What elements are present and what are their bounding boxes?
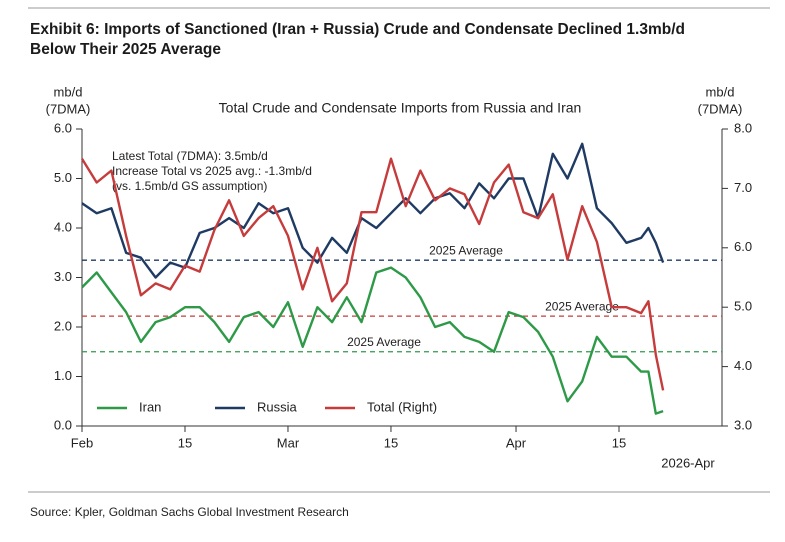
- y-tick-label: 5.0: [54, 170, 72, 185]
- legend-label: Russia: [257, 399, 298, 414]
- annotation: Latest Total (7DMA): 3.5mb/d: [112, 149, 268, 163]
- annotation: (vs. 1.5mb/d GS assumption): [112, 179, 267, 193]
- y2-tick-label: 4.0: [734, 358, 752, 373]
- y-tick-label: 1.0: [54, 368, 72, 383]
- x-tick-label: Mar: [277, 435, 300, 450]
- y2-axis-label: (7DMA): [698, 101, 743, 116]
- annotation: Increase Total vs 2025 avg.: -1.3mb/d: [112, 164, 312, 178]
- x-tick-label: 15: [178, 435, 192, 450]
- chart-title-line: Below Their 2025 Average: [30, 41, 221, 58]
- y-tick-label: 4.0: [54, 219, 72, 234]
- y-axis-label: (7DMA): [46, 101, 91, 116]
- x-tick-label: Apr: [506, 435, 527, 450]
- y2-tick-label: 6.0: [734, 239, 752, 254]
- y-tick-label: 6.0: [54, 120, 72, 135]
- y-axis-label: mb/d: [54, 84, 83, 99]
- reference-label: 2025 Average: [347, 335, 421, 349]
- y2-tick-label: 7.0: [734, 180, 752, 195]
- y2-axis-label: mb/d: [706, 84, 735, 99]
- x-tick-label: Feb: [71, 435, 93, 450]
- x-tick-label: 15: [384, 435, 398, 450]
- reference-label: 2025 Average: [429, 243, 503, 257]
- x-tick-label: 15: [612, 435, 626, 450]
- series-line: [81, 266, 664, 415]
- legend-label: Total (Right): [367, 399, 437, 414]
- y2-tick-label: 8.0: [734, 120, 752, 135]
- y-tick-label: 3.0: [54, 269, 72, 284]
- y2-tick-label: 3.0: [734, 417, 752, 432]
- subtitle: Total Crude and Condensate Imports from …: [219, 100, 582, 116]
- series-line: [81, 142, 665, 279]
- x-axis-label: 2026-Apr: [661, 455, 715, 470]
- y2-tick-label: 5.0: [734, 299, 752, 314]
- series-line: [80, 157, 665, 391]
- source: Source: Kpler, Goldman Sachs Global Inve…: [30, 505, 349, 519]
- reference-label: 2025 Average: [545, 299, 619, 313]
- y-tick-label: 2.0: [54, 318, 72, 333]
- chart-title-line: Exhibit 6: Imports of Sanctioned (Iran +…: [30, 21, 685, 38]
- y-tick-label: 0.0: [54, 417, 72, 432]
- legend-label: Iran: [139, 399, 161, 414]
